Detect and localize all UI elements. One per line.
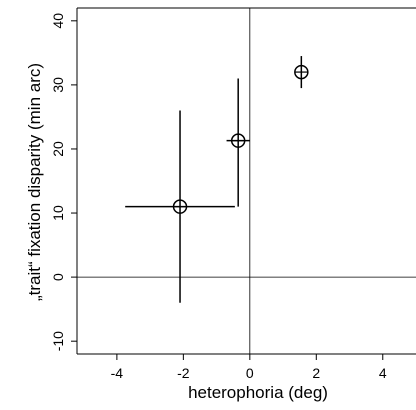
- x-tick-label: -4: [111, 365, 124, 381]
- data-points: [125, 56, 309, 303]
- y-tick-label: 40: [50, 13, 66, 29]
- y-tick-label: 30: [50, 77, 66, 93]
- data-point: [294, 56, 309, 89]
- data-point: [125, 110, 235, 303]
- y-tick-label: 10: [50, 205, 66, 221]
- x-tick-label: -2: [177, 365, 190, 381]
- x-axis-title: heterophoria (deg): [188, 383, 328, 402]
- data-point: [226, 78, 250, 207]
- y-axis-title: „trait“ fixation disparity (min arc): [25, 63, 44, 301]
- reference-lines: [77, 8, 416, 354]
- axis-ticks: -4 -2 0 2 4 -10 0 10 20 30 40: [50, 13, 387, 381]
- y-tick-label: -10: [50, 331, 66, 351]
- y-tick-label: 0: [50, 273, 66, 281]
- x-tick-label: 0: [246, 365, 254, 381]
- y-tick-label: 20: [50, 141, 66, 157]
- x-tick-label: 4: [379, 365, 387, 381]
- plot-frame: [76, 7, 416, 355]
- x-tick-label: 2: [312, 365, 320, 381]
